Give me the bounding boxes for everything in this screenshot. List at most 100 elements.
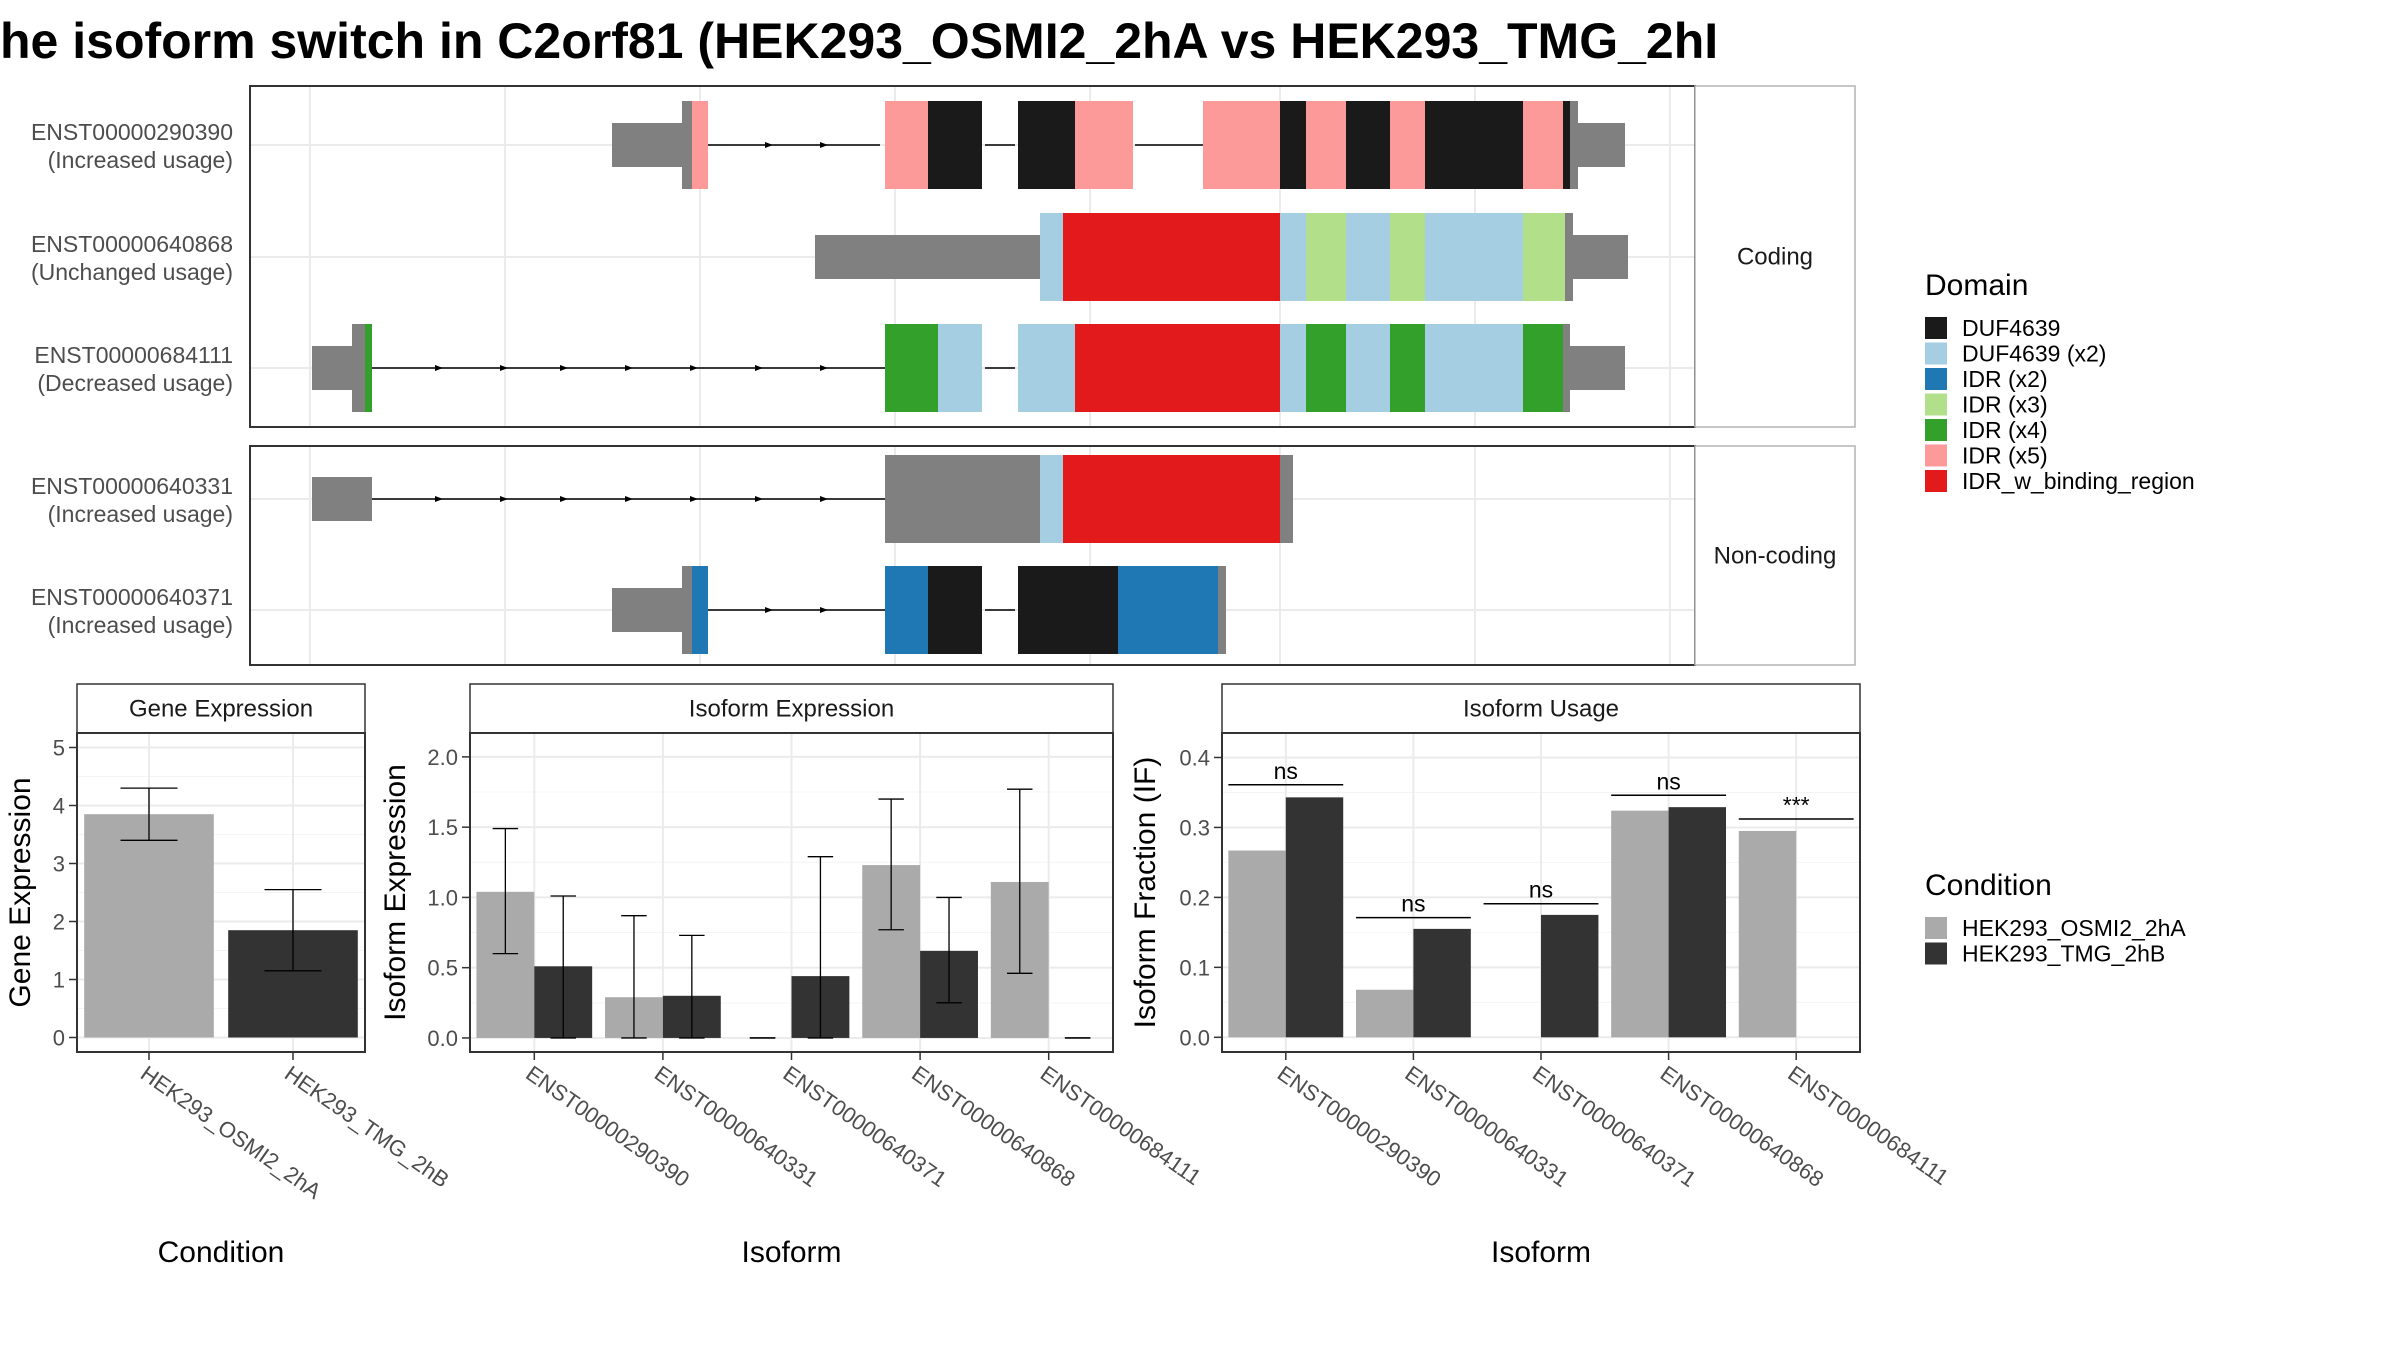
transcript-id-label: ENST00000290390 — [31, 119, 233, 145]
utr-exon — [1570, 346, 1625, 390]
domain-segment — [1425, 324, 1523, 412]
x-axis-title: Condition — [158, 1236, 285, 1269]
transcript-ENST00000640868: ENST00000640868(Unchanged usage) — [31, 213, 1628, 301]
bar — [1228, 850, 1286, 1038]
domain-segment — [885, 455, 1040, 543]
domain-segment — [885, 101, 928, 189]
y-tick-label: 0.5 — [427, 956, 458, 981]
bar — [84, 814, 214, 1038]
bar — [1413, 928, 1471, 1038]
intron-arrow — [625, 496, 633, 502]
condition-legend-title: Condition — [1925, 869, 2052, 902]
intron-arrow — [820, 142, 828, 148]
figure-title: he isoform switch in C2orf81 (HEK293_OSM… — [0, 13, 1718, 69]
domain-segment — [692, 101, 708, 189]
domain-segment — [692, 566, 708, 654]
y-tick-label: 4 — [53, 794, 65, 819]
domain-segment — [938, 324, 982, 412]
utr-exon — [1578, 123, 1625, 167]
condition-legend-label: HEK293_OSMI2_2hA — [1962, 915, 2186, 941]
domain-legend-key — [1925, 342, 1947, 365]
domain-segment — [1306, 213, 1346, 301]
significance-label: ns — [1274, 758, 1298, 784]
domain-segment — [1218, 566, 1226, 654]
intron-arrow — [820, 365, 828, 371]
domain-legend-label: IDR (x2) — [1962, 366, 2048, 392]
domain-segment — [928, 566, 982, 654]
y-axis-title: Isoform Fraction (IF) — [1129, 757, 1162, 1029]
bar — [1668, 807, 1727, 1038]
domain-legend-label: DUF4639 (x2) — [1962, 341, 2106, 367]
utr-exon — [1573, 235, 1628, 279]
transcript-ENST00000640331: ENST00000640331(Increased usage) — [31, 455, 1293, 543]
intron-arrow — [755, 365, 763, 371]
utr-exon — [612, 588, 682, 632]
domain-legend-key — [1925, 419, 1947, 441]
domain-segment — [885, 324, 938, 412]
bar — [1355, 989, 1414, 1038]
panel-strip — [76, 683, 366, 734]
condition-legend-label: HEK293_TMG_2hB — [1962, 941, 2165, 967]
bar — [1541, 914, 1599, 1038]
y-tick-label: 0.3 — [1179, 815, 1210, 840]
isoform-expression-panel: Isoform Expression0.00.51.01.52.0ENST000… — [379, 683, 1206, 1269]
domain-segment — [1390, 324, 1425, 412]
facet-strip — [1694, 85, 1856, 428]
intron-arrow — [500, 496, 508, 502]
y-tick-label: 0.0 — [427, 1026, 458, 1051]
transcript-ENST00000684111: ENST00000684111(Decreased usage) — [34, 324, 1625, 412]
condition-legend-key — [1925, 942, 1947, 965]
facet-strip-label: Coding — [1737, 244, 1813, 271]
domain-segment — [1346, 101, 1390, 189]
domain-segment — [1563, 101, 1570, 189]
domain-segment — [1280, 101, 1306, 189]
bar — [1738, 830, 1797, 1038]
domain-segment — [1280, 324, 1306, 412]
domain-segment — [1075, 324, 1280, 412]
transcript-id-label: ENST00000640331 — [31, 473, 233, 499]
domain-segment — [1346, 324, 1390, 412]
intron-arrow — [820, 607, 828, 613]
domain-segment — [1570, 101, 1578, 189]
domain-segment — [1425, 213, 1523, 301]
domain-legend-label: DUF4639 — [1962, 315, 2060, 341]
domain-legend-key — [1925, 368, 1947, 390]
x-axis-title: Isoform — [741, 1236, 841, 1269]
facet-strip-label: Non-coding — [1714, 543, 1837, 570]
domain-segment — [1306, 324, 1346, 412]
transcript-id-label: ENST00000640868 — [31, 231, 233, 257]
y-tick-label: 0.0 — [1179, 1025, 1210, 1050]
intron-arrow — [625, 365, 633, 371]
x-axis-title: Isoform — [1491, 1236, 1591, 1269]
utr-exon — [815, 235, 1040, 279]
domain-segment — [682, 566, 692, 654]
transcript-usage-label: (Unchanged usage) — [31, 259, 233, 285]
domain-segment — [1565, 213, 1573, 301]
domain-segment — [928, 101, 982, 189]
y-tick-label: 0.1 — [1179, 955, 1210, 980]
domain-legend-key — [1925, 444, 1947, 467]
domain-segment — [1018, 566, 1118, 654]
intron-arrow — [560, 365, 568, 371]
panel-strip — [1221, 683, 1861, 734]
y-tick-label: 0.4 — [1179, 745, 1210, 770]
utr-exon — [312, 346, 352, 390]
transcript-usage-label: (Increased usage) — [48, 612, 233, 638]
domain-segment — [1018, 324, 1075, 412]
domain-segment — [1118, 566, 1218, 654]
bar — [1285, 797, 1344, 1038]
transcript-id-label: ENST00000640371 — [31, 584, 233, 610]
intron-arrow — [500, 365, 508, 371]
y-tick-label: 3 — [53, 852, 65, 877]
y-tick-label: 2.0 — [427, 745, 458, 770]
intron-arrow — [820, 496, 828, 502]
condition-legend-key — [1925, 917, 1947, 939]
domain-legend-label: IDR (x4) — [1962, 417, 2048, 443]
utr-exon — [612, 123, 682, 167]
intron-arrow — [560, 496, 568, 502]
y-tick-label: 1.0 — [427, 885, 458, 910]
domain-segment — [1075, 101, 1133, 189]
domain-legend-key — [1925, 317, 1947, 339]
transcript-ENST00000290390: ENST00000290390(Increased usage) — [31, 101, 1625, 189]
domain-segment — [1063, 455, 1280, 543]
